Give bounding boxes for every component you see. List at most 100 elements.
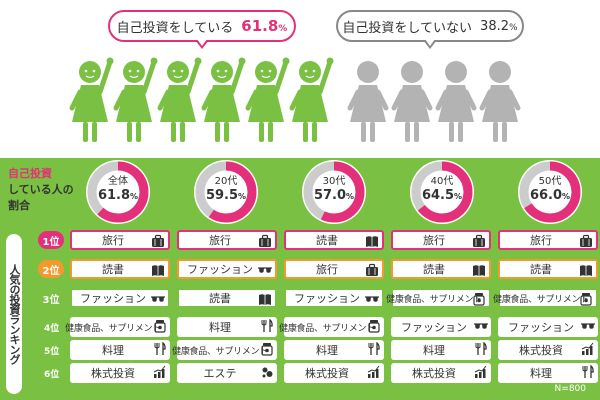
invest-no-number: 38.2 [480, 18, 509, 34]
rank-cell: 株式投資 [70, 363, 170, 383]
rank-cell: 株式投資 [284, 363, 384, 383]
donut-slice [519, 161, 581, 223]
share-label-line3: 割合 [8, 199, 30, 212]
rank-badge: 3位 [38, 289, 64, 307]
suitcase-icon [152, 234, 164, 247]
cutlery-icon [582, 365, 594, 378]
donut-chart: 40代 64.5% [410, 160, 474, 224]
donut-value-number: 66.0 [529, 188, 563, 203]
share-row: 自己投資 している人の 割合 全体 61.8% 20代 59.5% 30代 57.0% 40… [0, 158, 600, 228]
rank-badge: 1位 [38, 231, 64, 249]
rank-cell: 健康食品、サプリメント [172, 340, 277, 360]
donut-age-label: 30代 [322, 176, 346, 187]
rank-cell: 読書 [391, 259, 491, 279]
rank-cell-label: エステ [203, 367, 237, 380]
suitcase-icon [366, 263, 378, 276]
person-icon-invested [157, 57, 202, 142]
rank-cell: 健康食品、サプリメント [65, 317, 170, 337]
sample-size: N=800 [554, 384, 586, 394]
rank-cell-label: 料理 [102, 344, 124, 357]
stock-chart-icon [581, 342, 594, 355]
rank-cell: 健康食品、サプリメント [493, 288, 598, 308]
donut-text: 20代 59.5% [194, 175, 258, 204]
rank-cell-label: 旅行 [209, 234, 231, 247]
donut-ring [518, 160, 582, 224]
rank-cell: 料理 [391, 340, 491, 360]
person-icon-not-invested [479, 61, 521, 142]
suitcase-icon [580, 234, 592, 247]
ranking-area: 人気の投資ランキング 1位 旅行 旅行 読書 旅行 旅行 2位 読書 ファッション 旅行 読書 読書 3… [0, 226, 600, 400]
sunglasses-icon [365, 296, 379, 302]
people-figures [69, 57, 521, 142]
rank-cell: 料理 [177, 317, 277, 337]
rank-cell-label: 旅行 [316, 263, 338, 276]
donut-slice [87, 161, 149, 223]
rank-cell-label: 株式投資 [91, 367, 135, 380]
donut-chart: 30代 57.0% [302, 160, 366, 224]
book-icon [152, 265, 164, 276]
supplement-icon [154, 320, 166, 333]
donut-value: 61.8% [86, 189, 150, 204]
rank-cell-label: 料理 [423, 344, 445, 357]
donut-value-number: 64.5 [421, 188, 455, 203]
share-label-highlight: 自己投資 [8, 167, 52, 180]
donut-value-number: 57.0 [313, 188, 347, 203]
rank-cell-label: 健康食品、サプリメント [386, 294, 482, 305]
rank-cell: 健康食品、サプリメント [279, 317, 384, 337]
rank-cell-label: 旅行 [530, 234, 552, 247]
donut-text: 50代 66.0% [518, 175, 582, 204]
ranking-title: 人気の投資ランキング [6, 234, 22, 394]
donut-value-unit: % [454, 192, 463, 201]
invest-no-value: 38.2% [480, 19, 518, 34]
invest-yes-label: 自己投資をしている [116, 20, 234, 36]
rank-number: 4位 [44, 324, 60, 334]
donut-age-label: 50代 [538, 176, 562, 187]
rank-cell-label: 料理 [316, 344, 338, 357]
rank-cell: 株式投資 [391, 363, 491, 383]
rank-cell-label: 旅行 [102, 234, 124, 247]
supplement-icon [368, 320, 380, 333]
rank-cell-label: 料理 [209, 321, 231, 334]
book-icon [473, 265, 485, 276]
donut-slice [195, 161, 257, 223]
book-icon [580, 265, 592, 276]
rank-number: 6位 [44, 370, 60, 380]
invest-no-unit: % [509, 22, 518, 33]
invest-yes-number: 61.8 [241, 17, 279, 35]
invest-yes-unit: % [278, 24, 288, 34]
rank-cell: 旅行 [284, 259, 384, 279]
beauty-icon [262, 367, 273, 378]
donut-ring [410, 160, 474, 224]
rank-cell: 株式投資 [498, 340, 598, 360]
donut-ring [86, 160, 150, 224]
suitcase-icon [473, 234, 485, 247]
cutlery-icon [261, 319, 273, 332]
sunglasses-icon [151, 296, 165, 302]
rank-cell: ファッション [70, 288, 170, 308]
rank-cell: ファッション [391, 317, 491, 337]
invest-yes-value: 61.8% [241, 17, 287, 35]
donut-slice [411, 161, 473, 223]
rank-cell-label: 株式投資 [305, 367, 349, 380]
donut-text: 全体 61.8% [86, 175, 150, 204]
rank-cell: 旅行 [177, 230, 277, 250]
donut-value: 64.5% [410, 189, 474, 204]
stock-chart-icon [153, 365, 166, 378]
cutlery-icon [368, 342, 380, 355]
donut-chart: 50代 66.0% [518, 160, 582, 224]
donut-age-label: 40代 [430, 176, 454, 187]
rank-cell-label: 読書 [316, 234, 338, 247]
person-icon-invested [245, 57, 290, 142]
rank-cell: 旅行 [70, 230, 170, 250]
rank-cell-label: ファッション [294, 292, 360, 305]
person-icon-not-invested [435, 61, 477, 142]
rank-cell-label: 旅行 [423, 234, 445, 247]
supplement-icon [261, 343, 273, 356]
person-icon-invested [113, 57, 158, 142]
invest-yes-bubble: 自己投資をしている 61.8% [108, 10, 296, 49]
donut-value: 57.0% [302, 189, 366, 204]
sunglasses-icon [581, 323, 595, 329]
supplement-icon [580, 293, 592, 306]
rank-cell: 料理 [498, 363, 598, 383]
book-icon [259, 294, 271, 305]
